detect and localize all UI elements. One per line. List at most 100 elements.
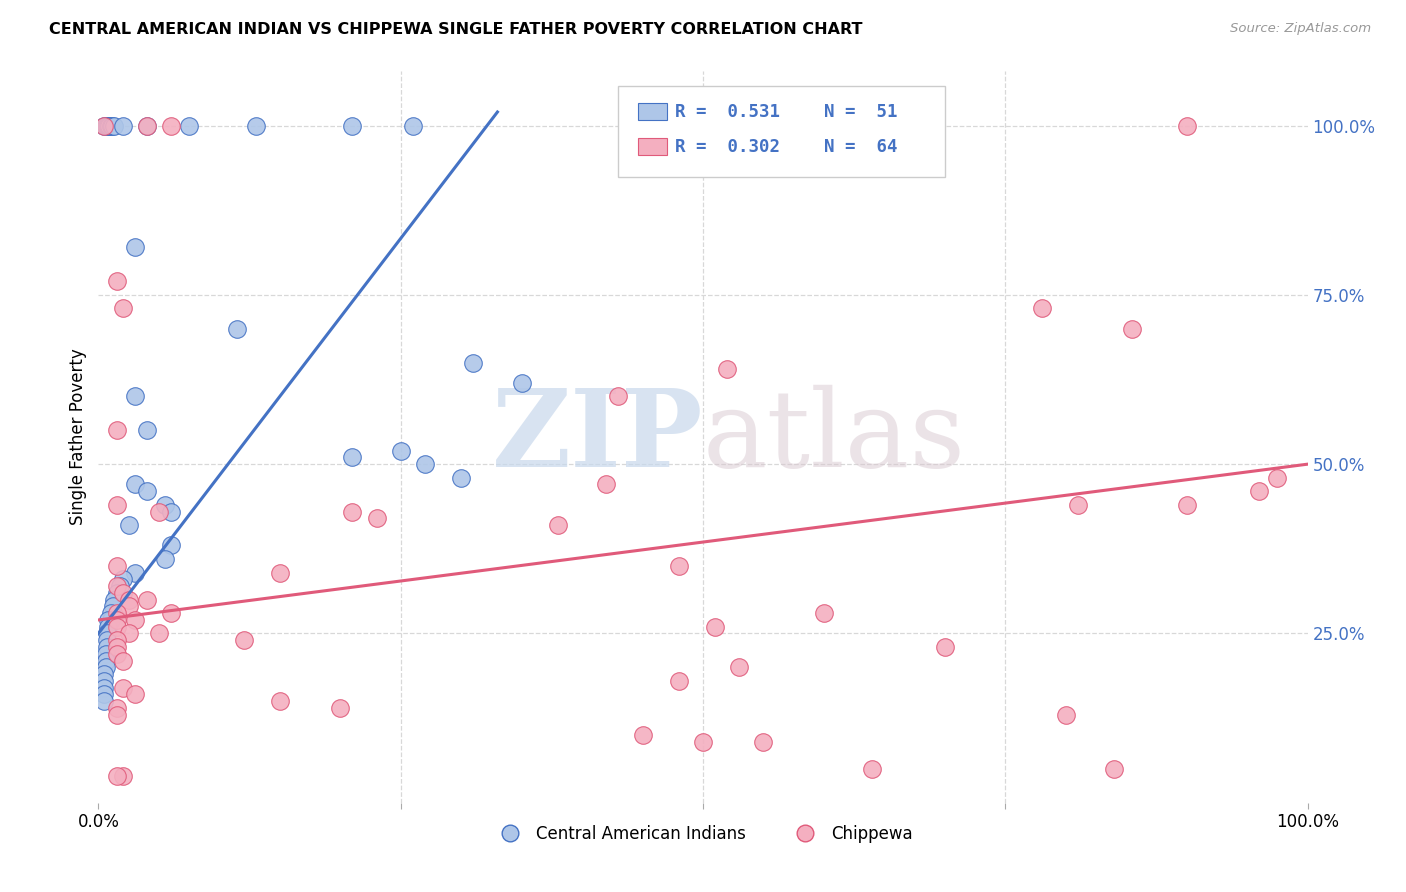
Point	[100, 119, 122, 133]
Point	[450, 471, 472, 485]
Point	[135, 119, 157, 133]
Point	[160, 505, 183, 519]
Point	[93, 119, 115, 133]
FancyBboxPatch shape	[638, 138, 666, 155]
Y-axis label: Single Father Poverty: Single Father Poverty	[69, 349, 87, 525]
Point	[105, 586, 128, 600]
Point	[124, 688, 146, 702]
Point	[94, 654, 117, 668]
Point	[93, 667, 115, 681]
Point	[716, 362, 738, 376]
Point	[93, 688, 115, 702]
Point	[103, 119, 125, 133]
Point	[105, 647, 128, 661]
Point	[103, 592, 125, 607]
Point	[118, 599, 141, 614]
Point	[96, 640, 118, 654]
Point	[108, 579, 131, 593]
Point	[860, 762, 883, 776]
Point	[342, 450, 364, 465]
Point	[607, 389, 630, 403]
Point	[94, 647, 117, 661]
Text: R =  0.531: R = 0.531	[675, 103, 780, 120]
Point	[269, 566, 291, 580]
Point	[98, 119, 121, 133]
Point	[547, 518, 569, 533]
Point	[232, 633, 254, 648]
Point	[97, 119, 120, 133]
Point	[96, 626, 118, 640]
Point	[245, 119, 267, 133]
Point	[105, 633, 128, 648]
Point	[389, 443, 412, 458]
Point	[100, 606, 122, 620]
Point	[94, 119, 117, 133]
Point	[413, 457, 436, 471]
Point	[1031, 301, 1053, 316]
Point	[269, 694, 291, 708]
Point	[111, 769, 134, 783]
Point	[692, 735, 714, 749]
Text: N =  64: N = 64	[824, 137, 897, 156]
Point	[329, 701, 352, 715]
Text: atlas: atlas	[703, 384, 966, 490]
Point	[101, 599, 124, 614]
Point	[1175, 498, 1198, 512]
Point	[148, 505, 170, 519]
Text: N =  51: N = 51	[824, 103, 897, 120]
Point	[1175, 119, 1198, 133]
Point	[160, 538, 183, 552]
Point	[148, 626, 170, 640]
Point	[96, 633, 118, 648]
Point	[105, 579, 128, 593]
Point	[105, 620, 128, 634]
Point	[135, 119, 157, 133]
Point	[97, 613, 120, 627]
Point	[105, 274, 128, 288]
Point	[105, 707, 128, 722]
Point	[1102, 762, 1125, 776]
Point	[1249, 484, 1271, 499]
Point	[1121, 322, 1143, 336]
Point	[124, 477, 146, 491]
Point	[111, 586, 134, 600]
Text: CENTRAL AMERICAN INDIAN VS CHIPPEWA SINGLE FATHER POVERTY CORRELATION CHART: CENTRAL AMERICAN INDIAN VS CHIPPEWA SING…	[49, 22, 863, 37]
Point	[716, 119, 738, 133]
Point	[135, 484, 157, 499]
Point	[160, 119, 183, 133]
Point	[510, 376, 533, 390]
Point	[752, 735, 775, 749]
Point	[934, 640, 956, 654]
Point	[342, 505, 364, 519]
Text: R =  0.302: R = 0.302	[675, 137, 780, 156]
Point	[135, 592, 157, 607]
Point	[1267, 471, 1289, 485]
Point	[402, 119, 425, 133]
Point	[111, 301, 134, 316]
Point	[97, 620, 120, 634]
Point	[105, 640, 128, 654]
Point	[226, 322, 249, 336]
Point	[366, 511, 388, 525]
Point	[105, 613, 128, 627]
Point	[111, 681, 134, 695]
Point	[124, 240, 146, 254]
Point	[153, 498, 176, 512]
Point	[704, 620, 727, 634]
Point	[118, 592, 141, 607]
Point	[813, 606, 835, 620]
Point	[153, 552, 176, 566]
Point	[668, 558, 690, 573]
Point	[135, 423, 157, 437]
Point	[105, 423, 128, 437]
Point	[668, 673, 690, 688]
Point	[111, 654, 134, 668]
Text: Source: ZipAtlas.com: Source: ZipAtlas.com	[1230, 22, 1371, 36]
Point	[111, 572, 134, 586]
Point	[105, 558, 128, 573]
Point	[93, 119, 115, 133]
Point	[1067, 498, 1090, 512]
Point	[160, 606, 183, 620]
Point	[1054, 707, 1077, 722]
Point	[124, 613, 146, 627]
